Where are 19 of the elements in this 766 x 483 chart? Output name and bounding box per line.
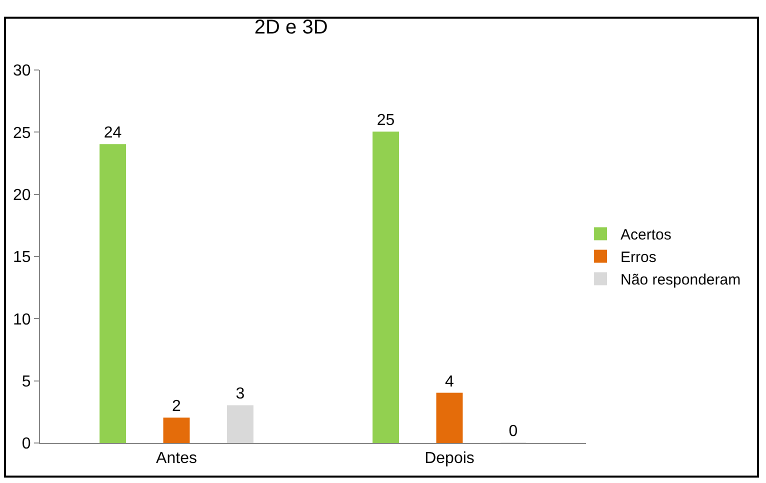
- data-label: 4: [445, 373, 454, 390]
- y-tick-label: 15: [13, 249, 31, 266]
- y-tick-label: 20: [13, 186, 31, 204]
- data-label: 2: [172, 398, 181, 416]
- data-label: 25: [376, 112, 395, 130]
- y-tick-label: 25: [13, 124, 31, 142]
- x-tick-label: Depois: [424, 450, 474, 468]
- legend-label: Não responderam: [620, 272, 741, 289]
- data-label: 24: [104, 124, 122, 142]
- legend-label: Erros: [620, 249, 656, 266]
- data-label: 3: [236, 386, 245, 403]
- y-tick-label: 30: [13, 62, 31, 80]
- data-label: 0: [508, 423, 518, 440]
- y-tick-label: 5: [22, 373, 31, 390]
- chart-title: 2D e 3D: [254, 16, 328, 38]
- legend-label: Acertos: [620, 226, 672, 244]
- y-tick-label: 10: [13, 311, 31, 328]
- y-tick-label: 0: [22, 436, 31, 453]
- x-tick-label: Antes: [156, 450, 197, 468]
